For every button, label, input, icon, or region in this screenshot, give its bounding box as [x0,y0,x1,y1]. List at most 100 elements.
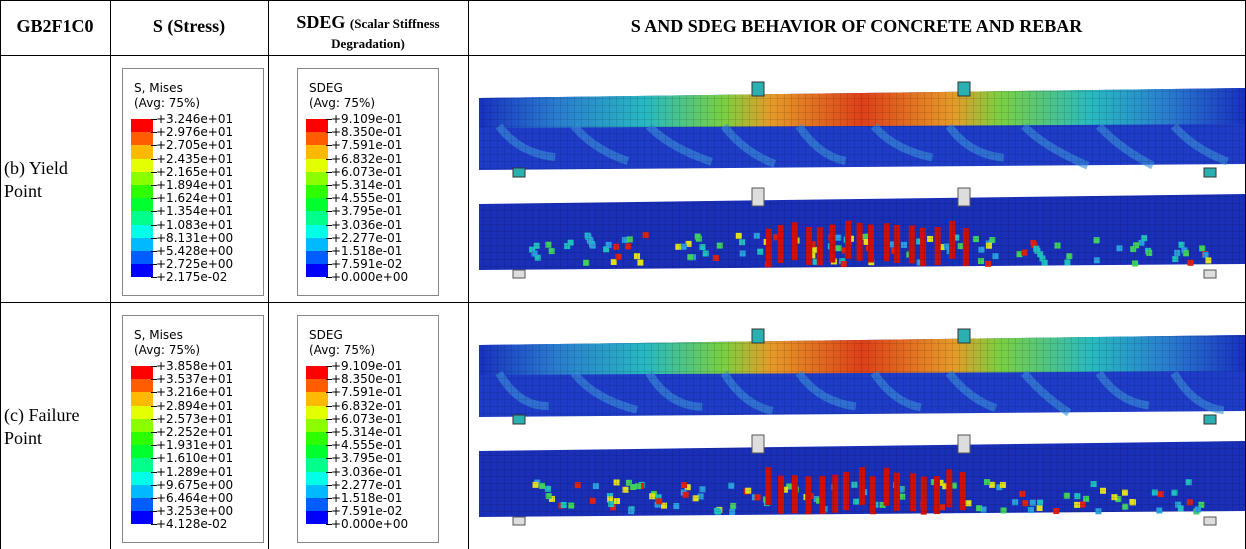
legend-value: +1.354e+01 [156,205,233,217]
color-swatch [306,172,328,185]
color-swatch [131,432,153,445]
header-main: SDEG [296,12,345,32]
legend-value: +2.277e-01 [331,479,402,491]
legend-value: +6.832e-01 [331,400,402,412]
row-label: (c) Failure Point [4,404,108,450]
header-cell: S AND SDEG BEHAVIOR OF CONCRETE AND REBA… [468,0,1245,55]
color-swatch [306,132,328,145]
legend-value: +3.246e+01 [156,113,233,125]
legend-title: S, Mises [134,328,183,343]
color-swatch [306,366,328,379]
mesh [479,88,1245,170]
support-plate [1204,270,1216,278]
color-swatch [131,238,153,251]
color-swatch [306,445,328,458]
color-swatch [306,419,328,432]
legend-value: +1.894e+01 [156,179,233,191]
header-sub: (Scalar Stiffness Degradation) [331,16,439,51]
legend-value: +4.555e-01 [331,439,402,451]
legend-value: +9.675e+00 [156,479,233,491]
legend-value: +7.591e-01 [331,139,402,151]
legend-value: +2.435e+01 [156,153,233,165]
color-swatch [306,264,328,277]
beam-figures [469,56,1245,549]
support-plate [513,415,525,424]
legend-avg: (Avg: 75%) [134,343,200,358]
legend-value: +2.573e+01 [156,413,233,425]
color-swatch [131,119,153,132]
legend-value: +1.289e+01 [156,466,233,478]
header-cell: SDEG (Scalar Stiffness Degradation) [268,0,468,55]
legend-value: +7.591e-01 [331,386,402,398]
color-swatch [306,238,328,251]
table-border [0,0,1,549]
color-swatch [306,485,328,498]
color-swatch [131,445,153,458]
support-plate [513,517,525,525]
header-cell: S (Stress) [110,0,268,55]
legend-value: +2.165e+01 [156,166,233,178]
legend-value: +9.109e-01 [331,360,402,372]
support-plate [752,82,764,96]
support-plate [1204,517,1216,525]
color-swatch [131,485,153,498]
color-swatch [306,119,328,132]
legend-value: +3.858e+01 [156,360,233,372]
support-plate [752,188,764,206]
support-plate [752,329,764,343]
color-swatch [306,498,328,511]
color-swatch [306,511,328,524]
color-swatch [306,392,328,405]
mesh [479,335,1245,417]
legend-value: +6.073e-01 [331,413,402,425]
color-swatch [306,472,328,485]
color-swatch [306,406,328,419]
legend-value: +3.036e-01 [331,219,402,231]
legend-box: SDEG(Avg: 75%) +9.109e-01+8.350e-01+7.591… [297,315,439,543]
legend-value: +6.832e-01 [331,153,402,165]
legend-value: +4.128e-02 [156,518,227,530]
legend-value: +0.000e+00 [331,518,408,530]
legend-box: S, Mises(Avg: 75%)+3.858e+01+3.537e+01+3… [122,315,264,543]
support-plate [752,435,764,453]
color-swatch [131,472,153,485]
legend-value: +3.795e-01 [331,205,402,217]
legend-avg: (Avg: 75%) [134,96,200,111]
support-plate [513,168,525,177]
legend-value: +3.795e-01 [331,452,402,464]
color-swatch [306,185,328,198]
legend-value: +6.073e-01 [331,166,402,178]
support-plate [958,329,970,343]
color-swatch [131,159,153,172]
legend-value: +1.610e+01 [156,452,233,464]
legend-value: +2.252e+01 [156,426,233,438]
legend-value: +3.216e+01 [156,386,233,398]
legend-value: +2.277e-01 [331,232,402,244]
color-swatch [131,392,153,405]
legend-value: +8.350e-01 [331,373,402,385]
legend-value: +2.705e+01 [156,139,233,151]
color-swatch [306,251,328,264]
header-cell: GB2F1C0 [0,0,110,55]
legend-value: +8.131e+00 [156,232,233,244]
color-swatch [131,511,153,524]
legend-value: +1.624e+01 [156,192,233,204]
legend-avg: (Avg: 75%) [309,343,375,358]
support-plate [958,188,970,206]
color-swatch [306,198,328,211]
legend-value: +3.253e+00 [156,505,233,517]
legend-value: +2.725e+00 [156,258,233,270]
page: GB2F1C0 S (Stress) SDEG (Scalar Stiffnes… [0,0,1246,549]
legend-title: SDEG [309,328,343,343]
color-swatch [306,458,328,471]
legend-value: +4.555e-01 [331,192,402,204]
support-plate [958,435,970,453]
color-swatch [131,458,153,471]
legend-box: SDEG(Avg: 75%)+9.109e-01+8.350e-01+7.591… [297,68,439,296]
legend-value: +5.428e+00 [156,245,233,257]
legend-value: +8.350e-01 [331,126,402,138]
legend-value: +5.314e-01 [331,426,402,438]
legend-value: +2.175e-02 [156,271,227,283]
legend-value: +3.537e+01 [156,373,233,385]
legend-avg: (Avg: 75%) [309,96,375,111]
